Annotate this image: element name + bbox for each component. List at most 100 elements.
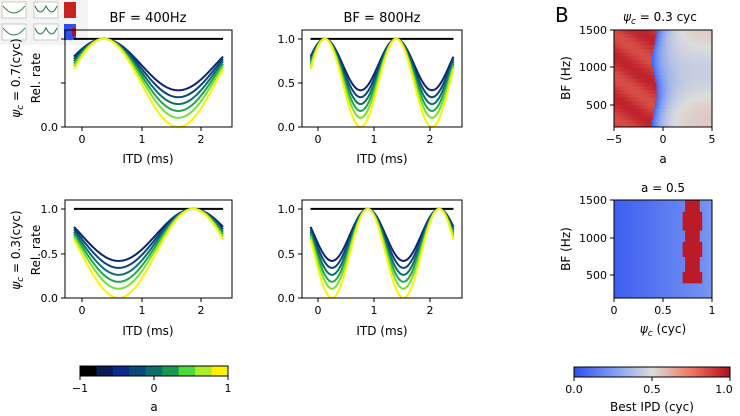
heatmap-cell bbox=[676, 123, 679, 128]
heatmap-cell bbox=[663, 104, 666, 109]
heatmap-cell bbox=[667, 226, 671, 231]
heatmap-cell bbox=[687, 218, 691, 224]
heatmap-cell bbox=[698, 63, 701, 68]
heatmap-cell bbox=[694, 41, 697, 46]
heatmap-cell bbox=[667, 89, 670, 94]
heatmap-cell bbox=[679, 63, 682, 68]
heatmap-cell bbox=[614, 89, 617, 94]
heatmap-cell bbox=[633, 286, 637, 291]
heatmap-cell bbox=[633, 260, 637, 265]
heatmap-cell bbox=[651, 100, 654, 106]
heatmap-cell bbox=[633, 78, 636, 83]
heatmap-cell bbox=[699, 230, 703, 235]
heatmap-cell bbox=[640, 59, 643, 64]
heatmap-cell bbox=[707, 85, 710, 91]
heatmap-cell bbox=[674, 115, 677, 120]
x-axis-label: ITD (ms) bbox=[122, 324, 173, 338]
heatmap-cell bbox=[677, 286, 681, 291]
heatmap-cell bbox=[684, 85, 687, 91]
heatmap-cell bbox=[661, 74, 664, 79]
heatmap-cell bbox=[620, 41, 623, 46]
heatmap-cell bbox=[640, 63, 643, 68]
heatmap-cell bbox=[655, 256, 659, 261]
heatmap-cell bbox=[636, 52, 639, 57]
heatmap-cell bbox=[687, 267, 691, 273]
heatmap-cell bbox=[626, 207, 630, 212]
heatmap-cell bbox=[621, 222, 625, 227]
heatmap-cell bbox=[658, 282, 661, 288]
heatmap-cell bbox=[643, 207, 647, 212]
heatmap-cell bbox=[689, 203, 693, 208]
heatmap-cell bbox=[674, 44, 677, 50]
heatmap-cell bbox=[671, 48, 674, 53]
heatmap-cell bbox=[687, 119, 690, 124]
heatmap-cell bbox=[616, 249, 620, 254]
heatmap-cell bbox=[697, 279, 701, 284]
heatmap-cell bbox=[638, 71, 641, 76]
heatmap-cell bbox=[628, 249, 632, 254]
heatmap-cell bbox=[620, 82, 623, 87]
heatmap-cell bbox=[641, 71, 644, 76]
heatmap-cell bbox=[667, 260, 671, 265]
y-ticks: 0.0 0.5 1.0 bbox=[278, 203, 302, 305]
heatmap-cell bbox=[663, 282, 666, 288]
heatmap-cell bbox=[680, 286, 683, 291]
heatmap-cell bbox=[707, 82, 710, 87]
heatmap-cell bbox=[685, 108, 688, 113]
heatmap-cell bbox=[699, 207, 703, 212]
heatmap-cell bbox=[628, 286, 632, 291]
heatmap-cell bbox=[666, 52, 669, 57]
heatmap-cell bbox=[643, 74, 646, 79]
heatmap-cell bbox=[694, 52, 697, 57]
heatmap-cell bbox=[640, 89, 643, 94]
heatmap-cell bbox=[665, 256, 669, 261]
heatmap-cell bbox=[651, 89, 654, 94]
colorbar-swatch bbox=[211, 366, 229, 376]
heatmap-cell bbox=[702, 82, 705, 87]
heatmap-cell bbox=[698, 93, 701, 98]
heatmap-cell bbox=[707, 59, 710, 64]
heatmap-cell bbox=[649, 82, 652, 87]
heatmap-cell bbox=[648, 271, 652, 276]
heatmap-cell bbox=[653, 252, 657, 257]
heatmap-cell bbox=[674, 56, 677, 61]
heatmap-cell bbox=[685, 82, 688, 87]
heatmap-cell bbox=[690, 48, 693, 53]
heatmap-cell bbox=[707, 119, 710, 124]
heatmap-cell bbox=[638, 63, 641, 68]
heatmap-cell bbox=[710, 52, 713, 57]
heatmap-cell bbox=[708, 104, 711, 109]
heatmap-cell bbox=[628, 290, 632, 295]
heatmap-cell bbox=[649, 37, 652, 42]
x-tick-label: 1 bbox=[139, 133, 146, 146]
heatmap-cell bbox=[705, 56, 708, 61]
heatmap-cell bbox=[618, 294, 622, 299]
heatmap-cell bbox=[704, 282, 708, 288]
heatmap-cell bbox=[617, 41, 620, 46]
heatmap-cell bbox=[656, 33, 659, 38]
heatmap-cell bbox=[638, 52, 641, 57]
heatmap-cell bbox=[704, 256, 708, 261]
heatmap-cell bbox=[633, 211, 637, 216]
heatmap-cell bbox=[614, 279, 617, 284]
heatmap-cell bbox=[674, 93, 677, 98]
heatmap-cell bbox=[705, 59, 708, 64]
heatmap-cell bbox=[677, 203, 681, 208]
heatmap-cell bbox=[633, 41, 636, 46]
heatmap-cell bbox=[692, 52, 695, 57]
heatmap-cell bbox=[697, 294, 701, 299]
heatmap-cell bbox=[658, 279, 661, 284]
heatmap-cell bbox=[677, 222, 681, 227]
heatmap-cell bbox=[616, 260, 620, 265]
heatmap-cell bbox=[689, 67, 692, 72]
heatmap-cell bbox=[640, 294, 644, 299]
colorbar-swatch bbox=[178, 366, 196, 376]
heatmap-cell bbox=[633, 275, 637, 280]
heatmap-cell bbox=[695, 108, 698, 113]
heatmap-cell bbox=[618, 218, 622, 224]
heatmap-cell bbox=[694, 237, 698, 242]
heatmap-cell bbox=[680, 275, 683, 280]
heatmap-cell bbox=[702, 249, 706, 254]
heatmap-cell bbox=[659, 100, 662, 106]
heatmap-cell bbox=[645, 200, 649, 205]
